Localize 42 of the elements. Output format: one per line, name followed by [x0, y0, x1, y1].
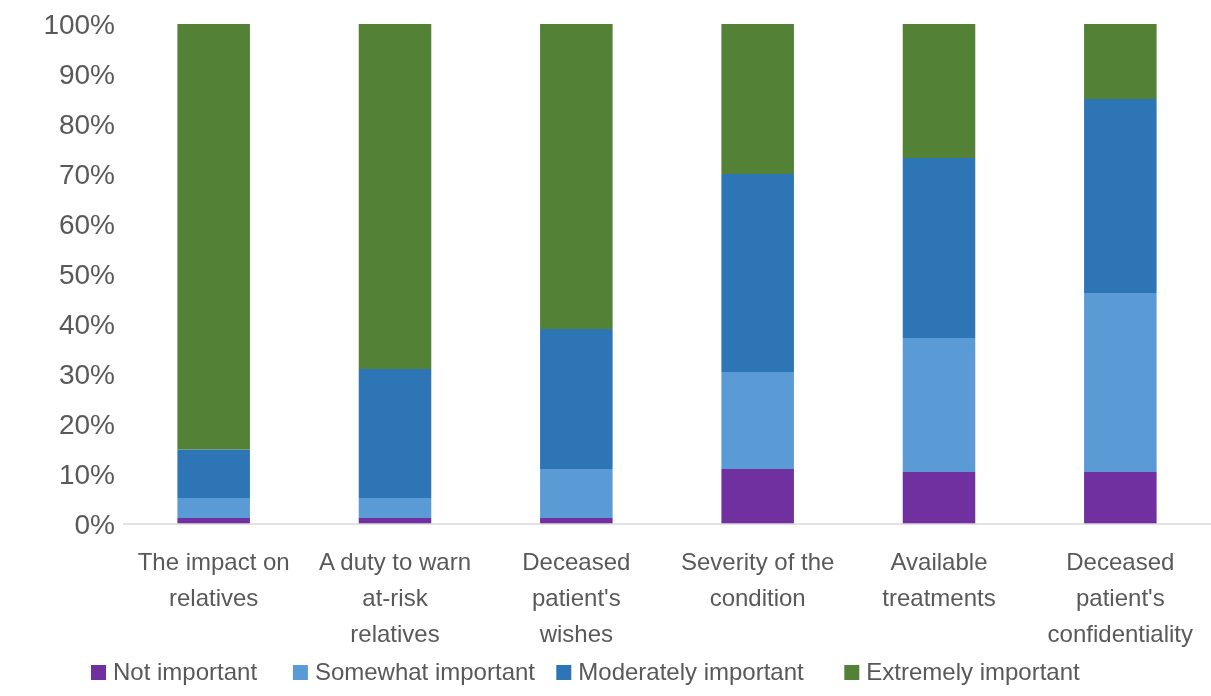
bar — [358, 369, 432, 498]
y-tick-label: 0% — [74, 508, 115, 540]
bar — [358, 498, 432, 518]
y-tick-label: 80% — [58, 108, 115, 140]
legend-label: Somewhat important — [314, 658, 536, 685]
legend-label: Moderately important — [578, 658, 805, 685]
bar — [540, 329, 613, 469]
y-tick-label: 90% — [58, 58, 115, 90]
bar — [721, 174, 794, 372]
x-tick-label: Deceased patient's confidentiality — [1047, 548, 1194, 647]
bar — [721, 469, 794, 524]
y-tick-label: 60% — [58, 208, 115, 240]
bar — [177, 24, 250, 450]
bar — [902, 24, 976, 158]
x-tick-label: Severity of the condition — [680, 548, 835, 611]
bar — [902, 472, 976, 524]
bar — [1084, 293, 1157, 472]
y-tick-label: 100% — [43, 8, 115, 40]
y-tick-label: 20% — [58, 408, 115, 440]
y-tick-label: 50% — [58, 258, 115, 290]
bar — [1084, 99, 1157, 293]
bar — [540, 24, 613, 329]
y-tick-label: 40% — [58, 308, 115, 340]
y-tick-label: 10% — [58, 458, 115, 490]
bar — [358, 24, 432, 369]
bar — [177, 449, 250, 498]
legend-label: Not important — [113, 658, 258, 685]
bar — [177, 498, 250, 518]
x-tick-label: A duty to warn at-risk relatives — [318, 548, 472, 647]
x-tick-label: The impact on relatives — [137, 548, 290, 611]
bar — [721, 372, 794, 469]
legend-label: Extremely important — [866, 658, 1081, 685]
y-tick-label: 70% — [58, 158, 115, 190]
bar — [1084, 472, 1157, 524]
bar — [902, 158, 976, 338]
bar — [721, 24, 794, 174]
x-tick-label: Deceased patient's wishes — [522, 548, 631, 647]
y-tick-label: 30% — [58, 358, 115, 390]
bar — [1084, 24, 1157, 99]
bar — [540, 469, 613, 518]
bar — [902, 338, 976, 472]
x-tick-label: Available treatments — [882, 548, 996, 611]
